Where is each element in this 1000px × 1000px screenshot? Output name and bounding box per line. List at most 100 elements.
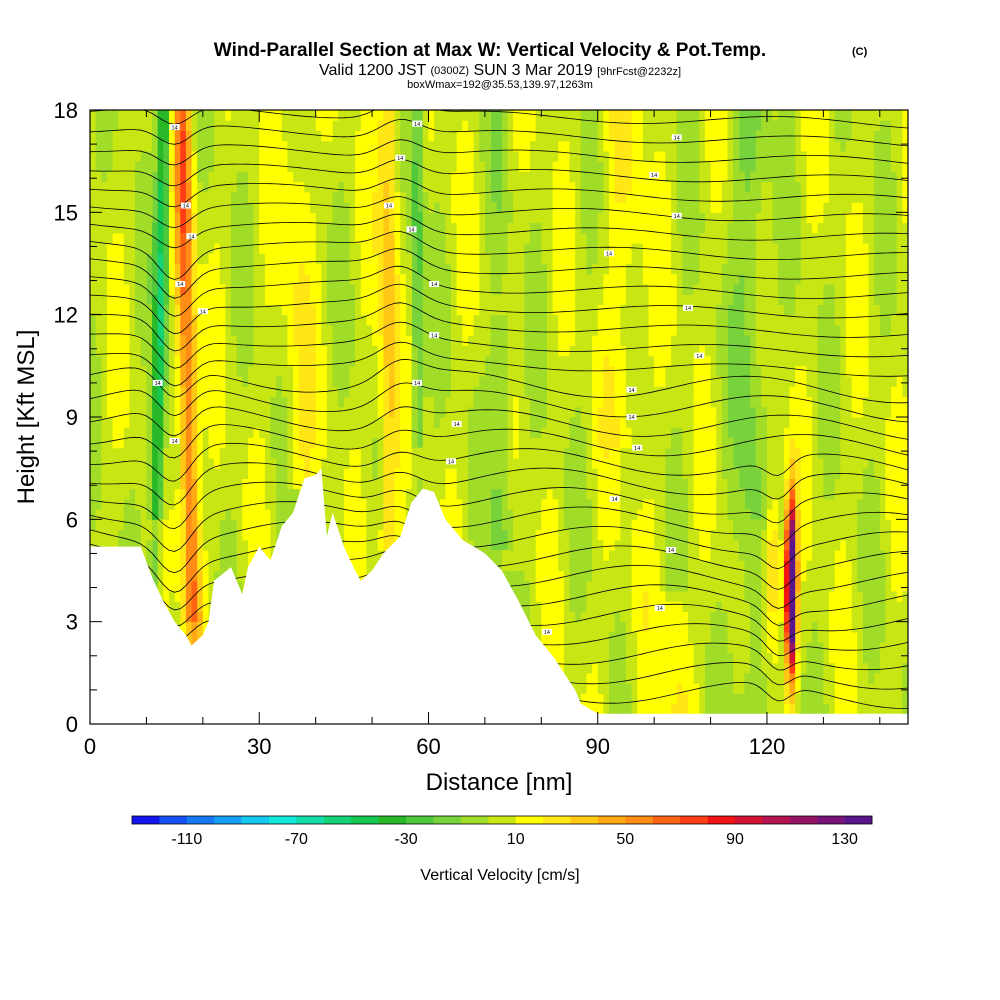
velocity-cell [90,376,97,387]
velocity-cell [202,468,209,479]
velocity-cell [569,396,576,408]
velocity-cell [157,478,164,490]
velocity-cell [197,457,204,469]
velocity-cell [535,130,542,142]
velocity-cell [456,355,463,367]
velocity-cell [112,468,119,479]
velocity-cell [473,120,480,131]
velocity-cell [338,161,345,172]
velocity-cell [191,191,198,203]
velocity-cell [411,427,418,438]
velocity-cell [383,365,390,377]
velocity-cell [101,161,108,172]
velocity-cell [157,284,164,295]
velocity-cell [90,396,97,408]
velocity-cell [332,427,339,438]
velocity-cell [298,345,305,357]
velocity-cell [484,498,492,510]
velocity-cell [530,529,537,541]
velocity-cell [191,580,198,592]
velocity-cell [428,110,435,121]
velocity-cell [405,140,413,152]
velocity-cell [462,488,469,500]
velocity-cell [169,243,176,254]
velocity-cell [253,130,260,142]
velocity-cell [123,498,130,510]
velocity-cell [513,580,520,592]
velocity-cell [360,324,367,336]
velocity-cell [248,386,255,398]
velocity-cell [248,447,255,459]
velocity-cell [547,263,554,275]
velocity-cell [451,273,458,285]
velocity-cell [276,171,283,183]
velocity-cell [563,191,571,203]
velocity-cell [326,294,334,305]
velocity-cell [276,263,283,275]
velocity-cell [112,355,119,367]
velocity-cell [129,171,136,183]
velocity-cell [439,130,446,142]
velocity-cell [231,519,238,531]
velocity-cell [253,478,260,490]
velocity-cell [417,232,424,244]
velocity-cell [394,171,401,183]
velocity-cell [552,130,559,142]
velocity-cell [451,468,458,479]
velocity-cell [428,365,435,377]
velocity-cell [451,191,458,203]
velocity-cell [225,488,232,500]
velocity-cell [264,171,272,183]
velocity-cell [169,181,176,193]
velocity-cell [135,509,142,520]
velocity-cell [530,314,537,326]
velocity-cell [270,488,277,500]
velocity-cell [541,447,548,459]
velocity-cell [129,222,136,234]
velocity-cell [270,509,277,520]
velocity-cell [95,161,102,172]
velocity-cell [513,468,520,479]
velocity-cell [558,191,565,203]
velocity-cell [518,406,525,418]
velocity-cell [174,406,181,418]
velocity-cell [428,417,435,428]
velocity-cell [518,478,525,490]
velocity-cell [439,365,446,377]
velocity-cell [163,222,170,234]
velocity-cell [169,273,176,285]
velocity-cell [389,324,396,336]
velocity-cell [355,120,362,131]
velocity-cell [169,263,176,275]
velocity-cell [90,478,97,490]
velocity-cell [112,529,119,541]
velocity-cell [197,120,204,131]
velocity-cell [191,171,198,183]
velocity-cell [259,284,266,295]
velocity-cell [552,488,559,500]
velocity-cell [535,631,542,643]
velocity-cell [315,161,322,172]
velocity-cell [422,120,429,131]
velocity-cell [541,202,548,213]
velocity-cell [118,437,125,449]
velocity-cell [563,171,571,183]
velocity-cell [101,427,108,438]
velocity-cell [349,181,356,193]
velocity-cell [400,519,407,531]
velocity-cell [106,314,114,326]
velocity-cell [434,284,441,295]
velocity-cell [513,539,520,551]
velocity-cell [270,181,277,193]
velocity-cell [445,427,452,438]
velocity-cell [513,417,520,428]
velocity-cell [326,314,334,326]
velocity-cell [389,212,396,224]
velocity-cell [231,529,238,541]
velocity-cell [236,232,243,244]
velocity-cell [106,406,114,418]
velocity-cell [507,560,514,572]
velocity-cell [541,631,548,643]
velocity-cell [372,304,379,316]
velocity-cell [264,130,272,142]
